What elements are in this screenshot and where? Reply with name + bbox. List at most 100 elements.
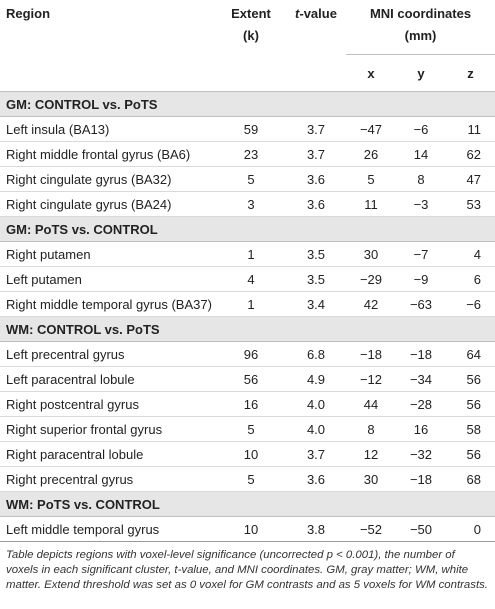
- x-coord-cell: 12: [346, 441, 396, 467]
- table-row: Right postcentral gyrus 16 4.0 44 −28 56: [0, 391, 495, 417]
- header-spacer: [0, 28, 216, 55]
- x-coord-cell: 26: [346, 141, 396, 167]
- mni-header: MNI coordinates: [369, 6, 472, 21]
- y-coord-cell: −3: [396, 191, 446, 217]
- y-coord-cell: 16: [396, 416, 446, 442]
- table-row: Right middle temporal gyrus (BA37) 1 3.4 42…: [0, 291, 495, 317]
- z-coord-cell: 56: [446, 391, 495, 417]
- extent-cell: 5: [216, 466, 286, 492]
- table-row: Right middle frontal gyrus (BA6) 23 3.7 26 1…: [0, 141, 495, 167]
- region-cell: Right precentral gyrus: [0, 466, 216, 492]
- table-header: Region Extent t-value MNI coordinates (k…: [0, 0, 495, 92]
- t-value-header-italic: t: [295, 6, 300, 21]
- z-coord-cell: 62: [446, 141, 495, 167]
- region-cell: Right putamen: [0, 241, 216, 267]
- table-row: Left insula (BA13) 59 3.7 −47 −6 11: [0, 116, 495, 142]
- z-coord-cell: 53: [446, 191, 495, 217]
- region-header: Region: [6, 6, 51, 21]
- t-value-cell: 3.4: [286, 291, 346, 317]
- table-row: Right paracentral lobule 10 3.7 12 −32 56: [0, 441, 495, 467]
- header-spacer: [286, 28, 346, 55]
- x-coord-cell: −52: [346, 516, 396, 542]
- t-value-cell: 3.5: [286, 266, 346, 292]
- extent-cell: 10: [216, 516, 286, 542]
- table-row: Left putamen 4 3.5 −29 −9 6: [0, 266, 495, 292]
- x-coord-cell: 8: [346, 416, 396, 442]
- region-cell: Left insula (BA13): [0, 116, 216, 142]
- extent-header: Extent: [231, 6, 271, 21]
- x-header: x: [346, 54, 396, 92]
- region-cell: Right postcentral gyrus: [0, 391, 216, 417]
- t-value-header: t-value: [286, 0, 346, 28]
- extent-cell: 59: [216, 116, 286, 142]
- z-coord-cell: 56: [446, 366, 495, 392]
- extent-cell: 1: [216, 291, 286, 317]
- table-row: Right precentral gyrus 5 3.6 30 −18 68: [0, 466, 495, 492]
- section-title: WM: CONTROL vs. PoTS: [0, 316, 495, 342]
- section-header-row: WM: PoTS vs. CONTROL: [0, 491, 495, 517]
- table-row: Right putamen 1 3.5 30 −7 4: [0, 241, 495, 267]
- z-coord-cell: 58: [446, 416, 495, 442]
- header-spacer: [286, 55, 346, 92]
- table-row: Right cingulate gyrus (BA32) 5 3.6 5 8 47: [0, 166, 495, 192]
- x-coord-cell: 30: [346, 241, 396, 267]
- y-coord-cell: 14: [396, 141, 446, 167]
- section-header-row: GM: CONTROL vs. PoTS: [0, 91, 495, 117]
- y-coord-cell: −6: [396, 116, 446, 142]
- t-value-cell: 3.6: [286, 466, 346, 492]
- z-coord-cell: 11: [446, 116, 495, 142]
- t-value-cell: 6.8: [286, 341, 346, 367]
- table-row: Left middle temporal gyrus 10 3.8 −52 −50 0: [0, 516, 495, 542]
- region-cell: Right middle frontal gyrus (BA6): [0, 141, 216, 167]
- table-body: GM: CONTROL vs. PoTS Left insula (BA13) 59…: [0, 91, 495, 542]
- z-coord-cell: 4: [446, 241, 495, 267]
- y-header: y: [396, 54, 446, 92]
- y-coord-cell: −28: [396, 391, 446, 417]
- extent-cell: 3: [216, 191, 286, 217]
- region-cell: Right paracentral lobule: [0, 441, 216, 467]
- table-row: Left precentral gyrus 96 6.8 −18 −18 64: [0, 341, 495, 367]
- z-coord-cell: 47: [446, 166, 495, 192]
- section-title: WM: PoTS vs. CONTROL: [0, 491, 495, 517]
- x-coord-cell: 44: [346, 391, 396, 417]
- y-coord-cell: −18: [396, 341, 446, 367]
- y-coord-cell: −7: [396, 241, 446, 267]
- x-coord-cell: 42: [346, 291, 396, 317]
- z-coord-cell: 68: [446, 466, 495, 492]
- y-coord-cell: −34: [396, 366, 446, 392]
- extent-cell: 10: [216, 441, 286, 467]
- x-coord-cell: −18: [346, 341, 396, 367]
- x-coord-cell: 5: [346, 166, 396, 192]
- t-value-cell: 3.7: [286, 441, 346, 467]
- t-value-cell: 3.7: [286, 141, 346, 167]
- table-footnote: Table depicts regions with voxel-level s…: [6, 549, 488, 591]
- region-cell: Right cingulate gyrus (BA24): [0, 191, 216, 217]
- y-coord-cell: −50: [396, 516, 446, 542]
- t-value-cell: 4.0: [286, 391, 346, 417]
- t-value-cell: 3.5: [286, 241, 346, 267]
- extent-cell: 16: [216, 391, 286, 417]
- table-row: Right superior frontal gyrus 5 4.0 8 16 58: [0, 416, 495, 442]
- section-title: GM: CONTROL vs. PoTS: [0, 91, 495, 117]
- section-header-row: GM: PoTS vs. CONTROL: [0, 216, 495, 242]
- extent-cell: 4: [216, 266, 286, 292]
- t-value-cell: 3.8: [286, 516, 346, 542]
- t-value-cell: 3.6: [286, 166, 346, 192]
- z-coord-cell: −6: [446, 291, 495, 317]
- z-coord-cell: 0: [446, 516, 495, 542]
- t-value-cell: 4.0: [286, 416, 346, 442]
- region-cell: Right superior frontal gyrus: [0, 416, 216, 442]
- region-cell: Left precentral gyrus: [0, 341, 216, 367]
- z-coord-cell: 64: [446, 341, 495, 367]
- z-header: z: [446, 54, 495, 92]
- y-coord-cell: −18: [396, 466, 446, 492]
- t-value-cell: 3.6: [286, 191, 346, 217]
- mni-unit-header: (mm): [404, 28, 437, 43]
- extent-cell: 5: [216, 416, 286, 442]
- y-coord-cell: −9: [396, 266, 446, 292]
- t-value-cell: 3.7: [286, 116, 346, 142]
- extent-cell: 5: [216, 166, 286, 192]
- header-spacer: [0, 55, 216, 92]
- y-coord-cell: −63: [396, 291, 446, 317]
- region-cell: Right middle temporal gyrus (BA37): [0, 291, 216, 317]
